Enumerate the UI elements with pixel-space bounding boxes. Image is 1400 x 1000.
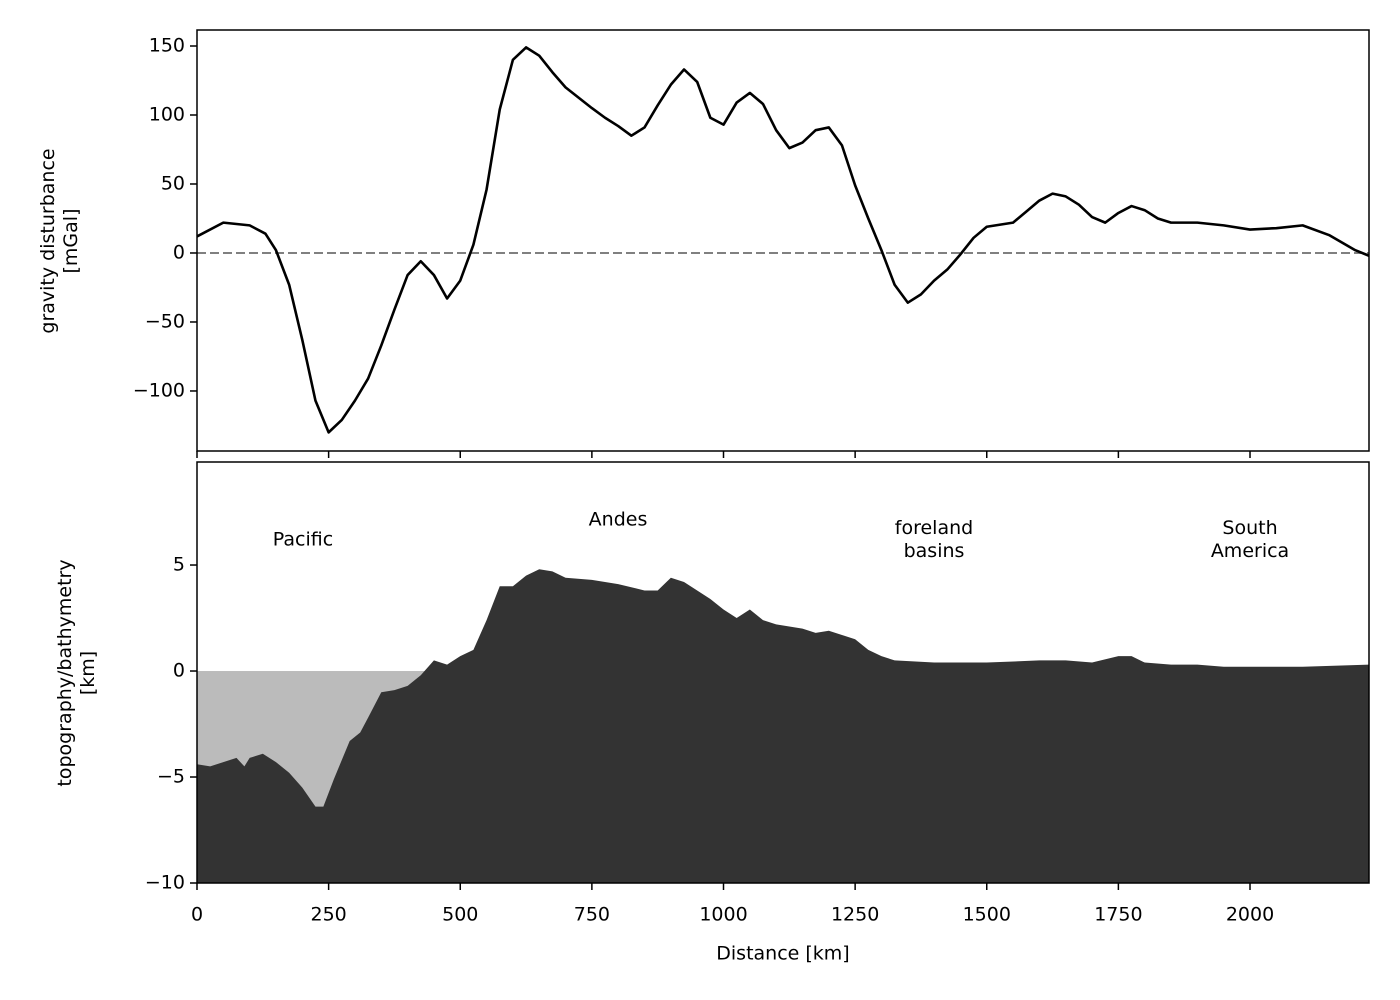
x-tick-label: 1250 xyxy=(831,904,879,926)
gravity-line xyxy=(196,46,1370,434)
y-tick-label: −5 xyxy=(157,766,185,788)
x-tick-label: 750 xyxy=(574,904,610,926)
x-tick-label: 0 xyxy=(191,904,203,926)
y-axis-label: topography/bathymetry [km] xyxy=(54,558,99,787)
y-tick-label: −100 xyxy=(133,379,185,401)
annotation: foreland basins xyxy=(894,517,974,562)
y-tick-label: 5 xyxy=(173,554,185,576)
x-tick-label: 1750 xyxy=(1094,904,1142,926)
annotation: Pacific xyxy=(272,528,334,551)
y-tick-label: −10 xyxy=(145,872,185,894)
y-tick-label: 100 xyxy=(149,104,185,126)
x-tick-label: 1000 xyxy=(699,904,747,926)
x-tick-label: 250 xyxy=(310,904,346,926)
y-tick-label: −50 xyxy=(145,310,185,332)
y-tick-label: 0 xyxy=(173,660,185,682)
y-tick-label: 0 xyxy=(173,241,185,263)
annotation: South America xyxy=(1210,517,1290,562)
x-axis-label: Distance [km] xyxy=(716,942,850,965)
annotation: Andes xyxy=(588,508,648,531)
x-tick-label: 500 xyxy=(442,904,478,926)
x-tick-label: 1500 xyxy=(963,904,1011,926)
y-tick-label: 150 xyxy=(149,35,185,57)
axes-frame xyxy=(196,461,1370,884)
y-axis-label: gravity disturbance [mGal] xyxy=(37,147,82,334)
x-tick-label: 2000 xyxy=(1226,904,1274,926)
axes-frame xyxy=(196,29,1370,452)
y-tick-label: 50 xyxy=(161,172,185,194)
topography-area xyxy=(197,569,1369,883)
